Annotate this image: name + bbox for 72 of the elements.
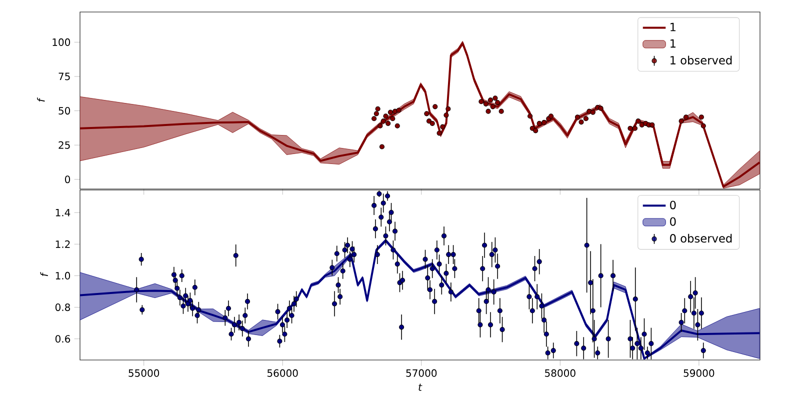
y-tick-label: 0.6 bbox=[55, 335, 70, 343]
y-tick-label: 1.0 bbox=[56, 272, 70, 280]
point bbox=[650, 122, 655, 128]
point bbox=[436, 130, 442, 136]
x-tick-label: 55000 bbox=[128, 369, 160, 377]
y-tick-label: 1.2 bbox=[56, 240, 70, 248]
point bbox=[486, 108, 491, 114]
y-axis-title: f bbox=[40, 272, 48, 276]
x-tick-label: 59000 bbox=[684, 369, 714, 377]
point bbox=[590, 110, 596, 115]
point bbox=[548, 114, 554, 119]
point bbox=[390, 116, 396, 122]
point bbox=[536, 120, 542, 126]
x-tick-label: 57000 bbox=[406, 369, 437, 377]
point bbox=[495, 100, 500, 106]
point bbox=[372, 116, 377, 122]
x-tick-label: 56000 bbox=[267, 369, 298, 377]
point bbox=[483, 101, 488, 106]
point bbox=[636, 118, 641, 124]
point bbox=[700, 123, 706, 128]
point bbox=[375, 106, 380, 112]
point bbox=[374, 111, 379, 116]
point bbox=[383, 114, 388, 119]
point bbox=[490, 104, 496, 110]
point bbox=[492, 96, 498, 101]
point bbox=[380, 118, 386, 124]
point bbox=[394, 123, 400, 128]
point bbox=[678, 118, 684, 124]
point bbox=[598, 106, 604, 111]
x-tick-label: 58000 bbox=[545, 369, 576, 377]
point bbox=[578, 120, 584, 125]
point bbox=[440, 124, 446, 130]
point bbox=[430, 120, 435, 126]
point bbox=[478, 99, 484, 104]
point bbox=[424, 111, 430, 116]
point bbox=[698, 114, 704, 120]
point bbox=[632, 126, 638, 131]
legend-label: 0 observed bbox=[670, 234, 732, 243]
y-tick-label: 1.4 bbox=[56, 208, 70, 216]
point bbox=[574, 114, 580, 120]
point bbox=[498, 108, 504, 114]
text: 1 bbox=[670, 22, 676, 32]
x-axis-title: t bbox=[418, 384, 422, 391]
y-axis-title: f bbox=[37, 97, 45, 102]
point bbox=[533, 128, 538, 134]
legend-label: 1 observed bbox=[670, 56, 732, 65]
y-tick-label: 100 bbox=[52, 38, 70, 46]
point bbox=[432, 104, 438, 110]
point bbox=[396, 108, 402, 113]
y-tick-label: 0 bbox=[65, 176, 70, 184]
point bbox=[388, 110, 393, 115]
y-tick-label: 75 bbox=[58, 72, 70, 80]
legend-label: 0 bbox=[670, 217, 676, 226]
point bbox=[586, 108, 592, 114]
point bbox=[639, 122, 644, 128]
point bbox=[528, 114, 533, 119]
y-tick-label: 25 bbox=[58, 141, 70, 149]
point bbox=[386, 120, 391, 126]
y-tick-label: 50 bbox=[58, 107, 70, 115]
point bbox=[583, 116, 589, 122]
point bbox=[379, 144, 385, 150]
point bbox=[683, 114, 689, 120]
text: 0 bbox=[670, 200, 676, 210]
point bbox=[444, 112, 449, 118]
legend-label: 1 bbox=[670, 39, 676, 48]
point bbox=[446, 106, 451, 112]
point bbox=[628, 126, 633, 131]
point bbox=[378, 123, 383, 128]
point bbox=[542, 120, 547, 125]
y-tick-label: 0.8 bbox=[55, 303, 70, 312]
point bbox=[488, 98, 494, 103]
point bbox=[426, 118, 432, 124]
